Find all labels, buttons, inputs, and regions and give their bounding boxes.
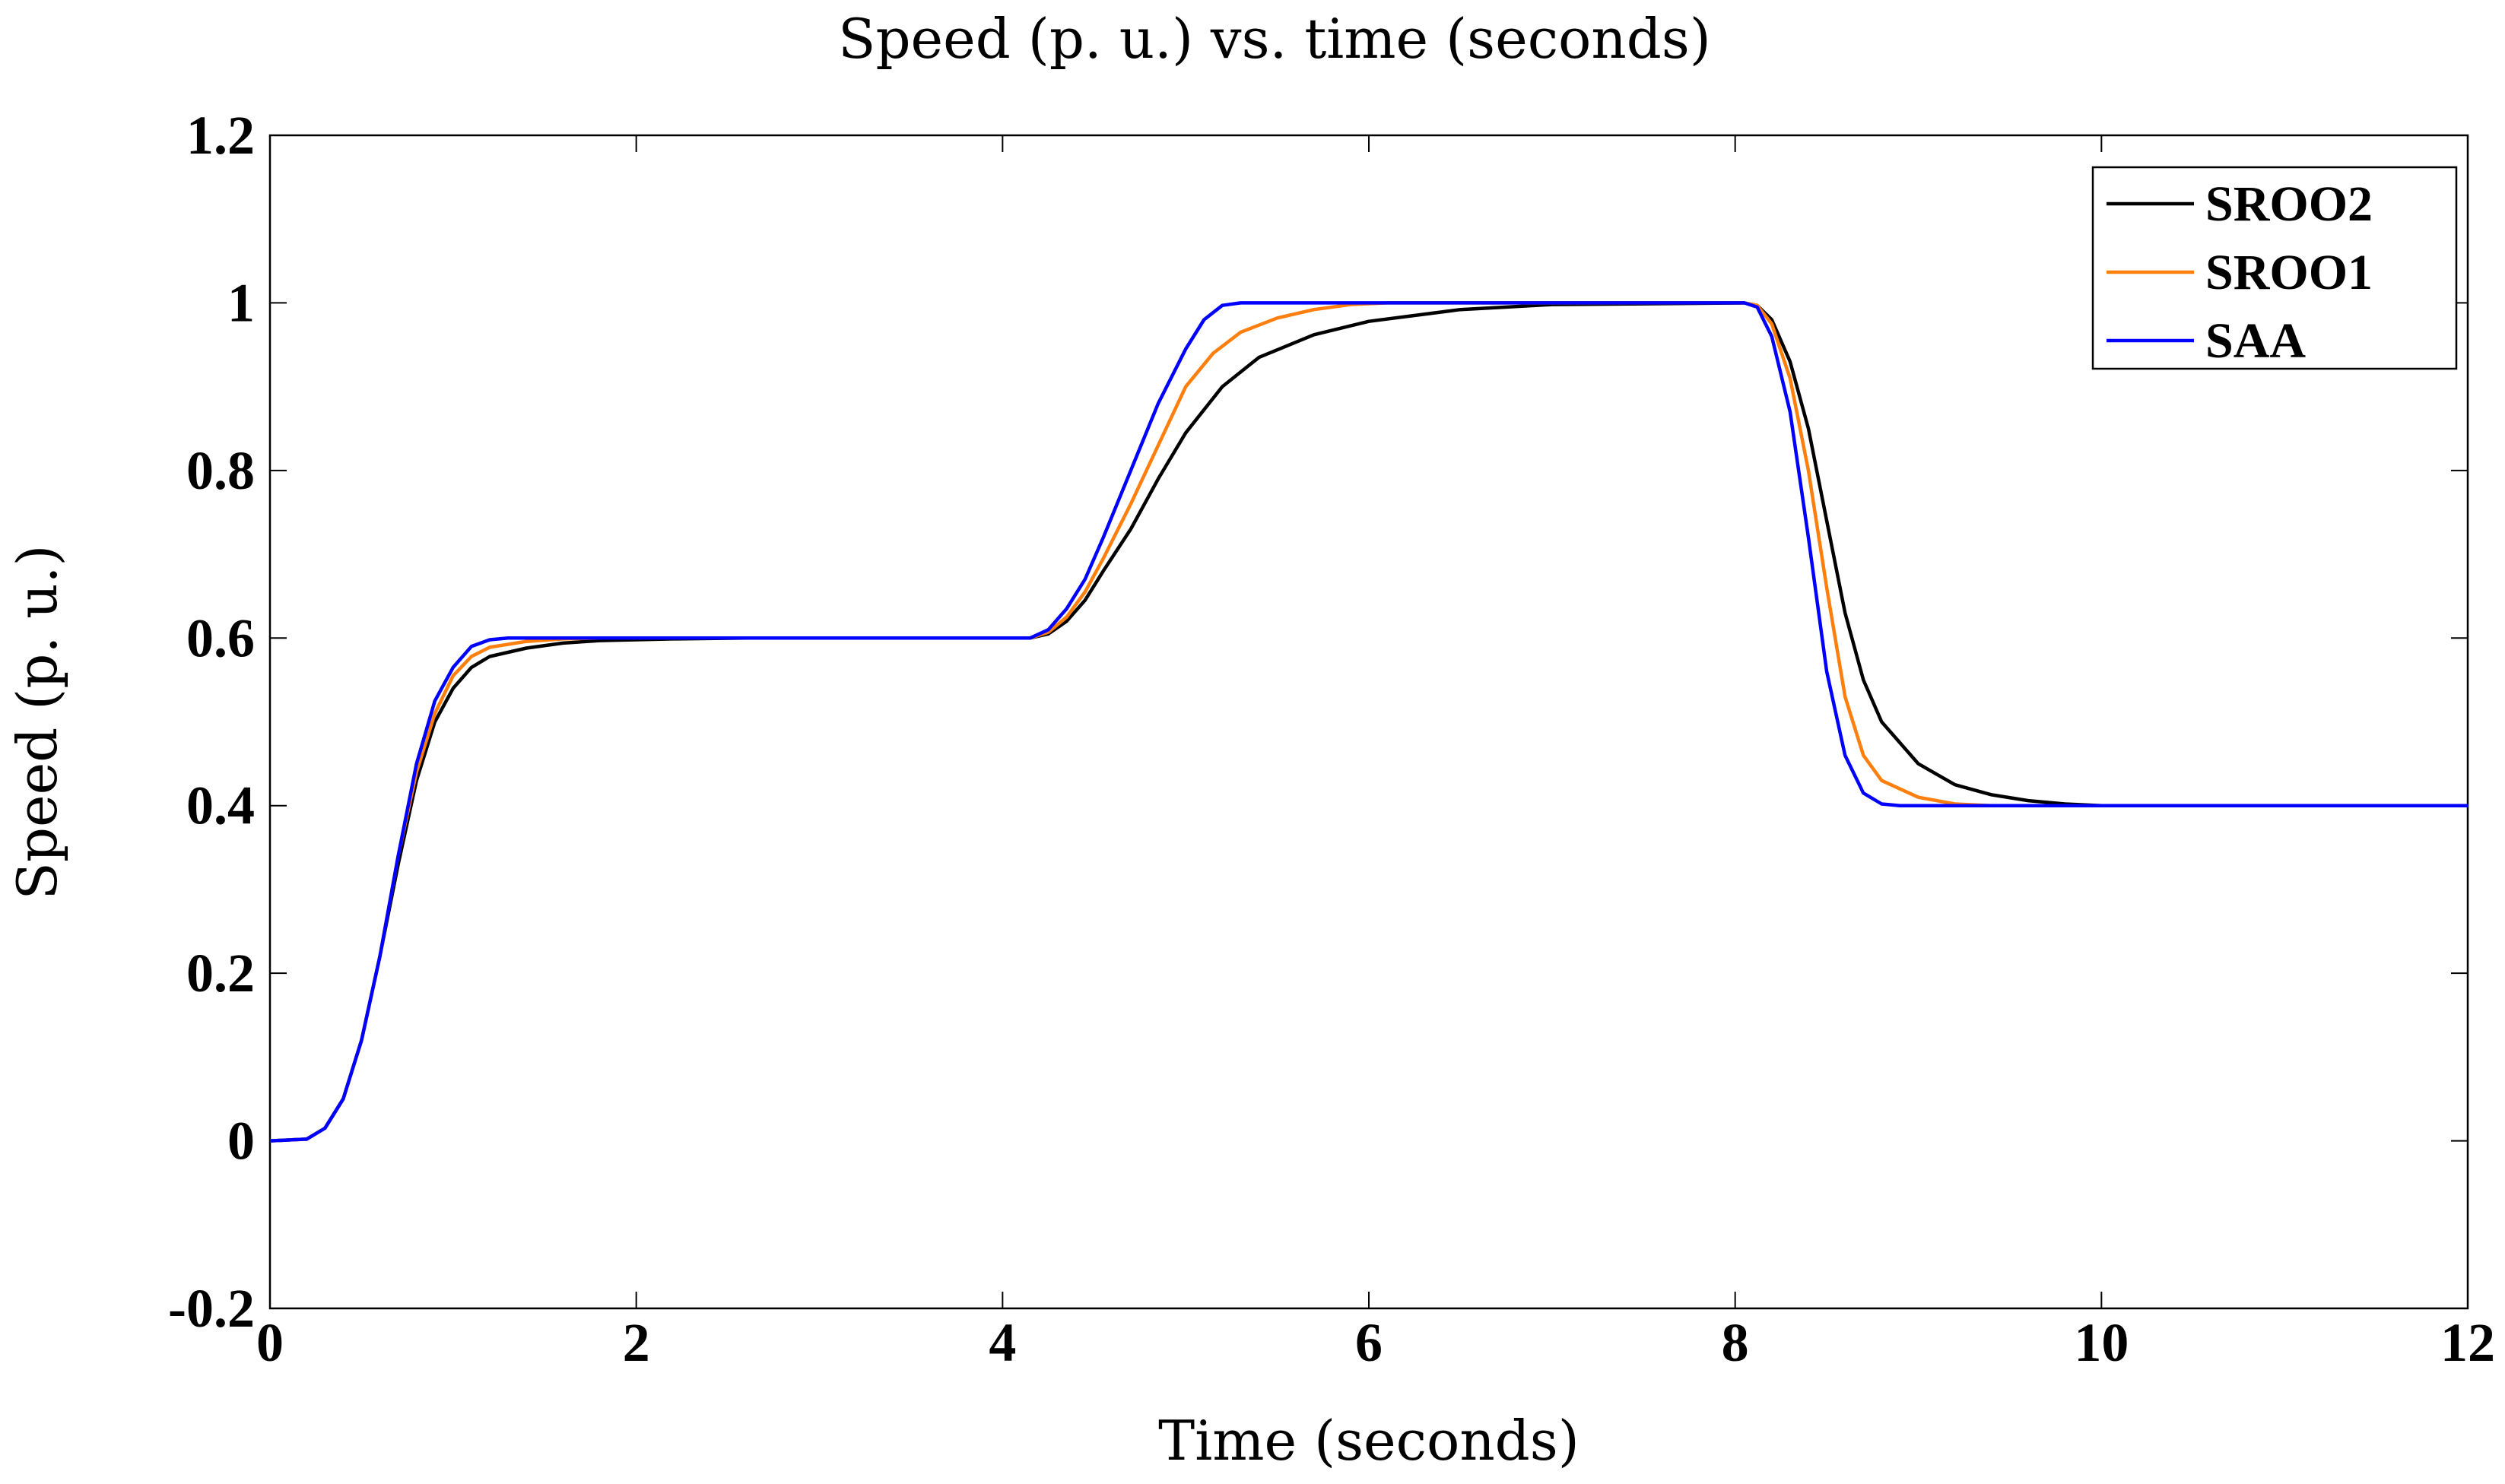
y-axis-label: Speed (p. u.): [5, 545, 69, 900]
legend-label-sroo1: SROO1: [2205, 245, 2373, 300]
y-tick-label: 0.8: [186, 440, 255, 501]
series-line-saa: [269, 301, 2468, 1143]
series-line-sroo2: [269, 301, 2468, 1143]
x-tick-label: 10: [2074, 1312, 2129, 1373]
x-tick-label: 4: [989, 1312, 1016, 1373]
x-tick-label: 0: [256, 1312, 284, 1373]
y-tick-label: 0.6: [186, 607, 255, 668]
legend: SROO2 SROO1 SAA: [2091, 166, 2458, 370]
x-axis-label: Time (seconds): [1158, 1409, 1580, 1473]
series-layer: [269, 301, 2468, 1143]
y-tick-label: 0.2: [186, 943, 255, 1004]
legend-label-sroo2: SROO2: [2205, 176, 2373, 232]
y-tick-label: 1.2: [186, 105, 255, 166]
x-axis-ticks: 0 2 4 6 8 10 12: [256, 135, 2495, 1373]
legend-box: [2091, 166, 2458, 370]
x-tick-label: 8: [1722, 1312, 1749, 1373]
legend-label-saa: SAA: [2205, 313, 2306, 369]
y-tick-label: 0.4: [186, 775, 255, 836]
y-tick-label: -0.2: [168, 1278, 255, 1339]
series-line-sroo1: [269, 301, 2468, 1143]
y-axis-ticks: -0.2 0 0.2 0.4 0.6 0.8 1 1.2: [168, 105, 2468, 1339]
x-tick-label: 6: [1355, 1312, 1383, 1373]
chart-title: Speed (p. u.) vs. time (seconds): [838, 7, 1711, 71]
y-tick-label: 1: [227, 272, 255, 333]
x-tick-label: 2: [623, 1312, 650, 1373]
x-tick-label: 12: [2440, 1312, 2495, 1373]
y-tick-label: 0: [227, 1111, 255, 1172]
